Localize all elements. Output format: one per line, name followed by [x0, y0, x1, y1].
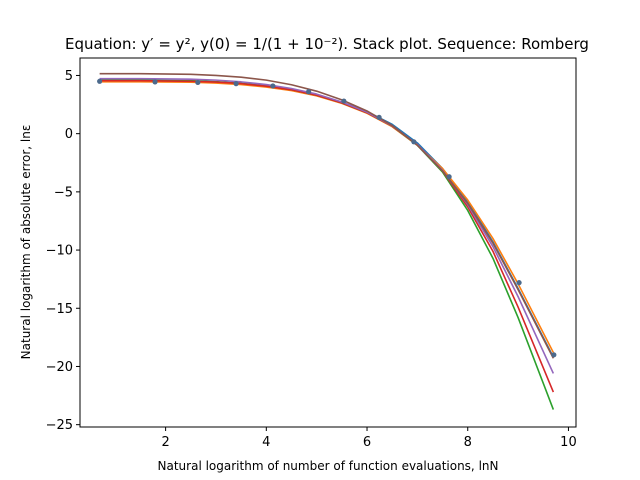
x-tick-label: 10 [560, 435, 577, 450]
data-point [270, 83, 276, 89]
chart-title: Equation: y′ = y², y(0) = 1/(1 + 10⁻²). … [65, 35, 589, 53]
plot-background [80, 58, 576, 427]
data-point [376, 114, 382, 120]
x-tick-label: 8 [464, 435, 472, 450]
y-axis-label: Natural logarithm of absolute error, lnε [19, 125, 33, 360]
x-tick-label: 2 [161, 435, 169, 450]
data-point [516, 280, 522, 286]
data-point [341, 98, 347, 104]
y-tick-label: 0 [65, 127, 73, 142]
data-point [411, 139, 417, 145]
y-axis: 5 0 −5 −10 −15 −20 −25 [46, 69, 80, 433]
y-tick-label: −25 [46, 418, 73, 433]
data-point [446, 174, 452, 180]
scatter-layer [97, 78, 557, 358]
data-point [233, 81, 239, 87]
x-axis: 2 4 6 8 10 [161, 427, 577, 450]
plot-area [79, 57, 577, 428]
y-tick-label: 5 [65, 69, 73, 84]
data-point [551, 352, 557, 358]
data-point [195, 79, 201, 86]
x-axis-label: Natural logarithm of number of function … [158, 459, 499, 473]
x-tick-label: 4 [262, 435, 270, 450]
data-point [306, 89, 312, 95]
y-tick-label: −10 [46, 244, 73, 259]
y-tick-label: −15 [46, 302, 73, 317]
axes-frame [79, 57, 577, 428]
x-tick-label: 6 [363, 435, 371, 450]
y-tick-label: −20 [46, 360, 73, 375]
y-tick-label: −5 [54, 185, 73, 200]
data-point [97, 78, 103, 84]
data-point [152, 79, 158, 85]
